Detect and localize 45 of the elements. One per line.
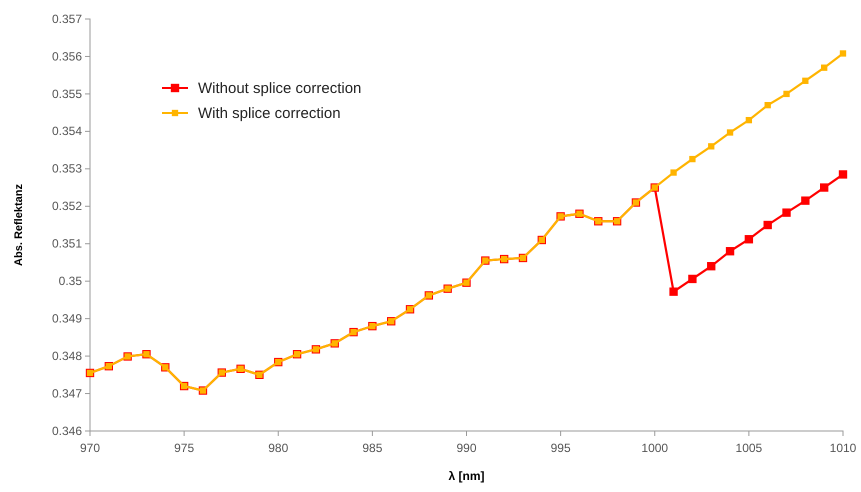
x-tick-label: 1000 <box>641 441 668 456</box>
point <box>746 116 752 124</box>
y-axis-title: Abs. Reflektanz <box>13 184 25 266</box>
x-tick-label: 995 <box>550 441 571 456</box>
y-tick-label: 0.347 <box>52 386 82 400</box>
x-tick-label: 1010 <box>830 441 857 456</box>
y-tick-label: 0.355 <box>52 86 82 101</box>
point <box>688 274 697 284</box>
point <box>670 169 677 176</box>
x-axis-title: λ [nm] <box>448 469 485 483</box>
point <box>689 156 696 162</box>
point <box>744 235 754 244</box>
y-tick-label: 0.351 <box>52 236 82 251</box>
point <box>838 170 848 179</box>
y-tick-label: 0.353 <box>52 162 82 176</box>
point <box>764 220 772 230</box>
x-tick-label: 985 <box>362 441 383 456</box>
point <box>764 102 771 108</box>
y-tick-label: 0.352 <box>52 199 82 214</box>
y-tick-label: 0.346 <box>52 424 82 438</box>
point <box>707 262 716 270</box>
y-tick-label: 0.356 <box>52 49 82 64</box>
x-tick-label: 1005 <box>736 441 763 456</box>
point <box>801 196 810 205</box>
x-tick-label: 980 <box>268 441 289 456</box>
y-tick-label: 0.349 <box>52 311 82 326</box>
point <box>820 183 828 192</box>
point <box>669 287 678 296</box>
x-tick-label: 990 <box>456 441 477 456</box>
point <box>840 50 846 57</box>
x-tick-label: 970 <box>80 441 100 456</box>
y-tick-label: 0.348 <box>52 348 82 363</box>
point <box>782 208 791 217</box>
legend-label: With splice correction <box>198 105 341 122</box>
y-tick-label: 0.35 <box>58 274 82 288</box>
point <box>726 247 734 256</box>
y-tick-label: 0.357 <box>52 12 82 26</box>
point <box>802 78 809 84</box>
legend-label: Without splice correction <box>198 80 362 97</box>
y-tick-label: 0.354 <box>52 124 82 138</box>
point <box>821 64 828 71</box>
x-tick-label: 975 <box>174 441 194 456</box>
point <box>783 90 790 98</box>
point <box>726 129 734 136</box>
point <box>708 143 714 150</box>
